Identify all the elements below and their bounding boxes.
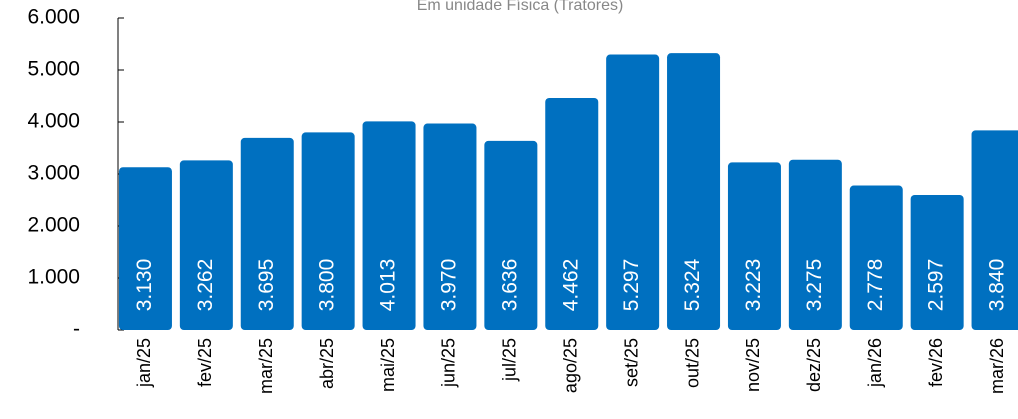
bar — [362, 121, 416, 330]
value-label: 3.130 — [133, 259, 156, 312]
y-tick-label: 3.000 — [27, 162, 80, 185]
x-tick-label: jan/26 — [865, 338, 885, 388]
x-tick-label: set/25 — [621, 338, 641, 387]
value-label: 5.297 — [620, 259, 643, 312]
value-label: 2.597 — [925, 259, 948, 312]
x-tick-label: jan/25 — [134, 338, 154, 388]
bar — [606, 54, 660, 330]
bar — [179, 160, 233, 330]
value-label: 3.275 — [803, 259, 826, 312]
y-tick-label: 5.000 — [27, 58, 80, 81]
x-tick-label: mai/25 — [378, 338, 398, 392]
y-tick-label: - — [73, 318, 80, 341]
value-label: 3.636 — [498, 259, 521, 312]
value-label: 4.013 — [377, 259, 400, 312]
x-tick-label: jul/25 — [500, 338, 520, 382]
bar — [484, 140, 538, 330]
value-label: 3.800 — [316, 259, 339, 312]
value-label: 3.840 — [986, 259, 1009, 312]
x-tick-label: ago/25 — [561, 338, 581, 393]
y-tick-label: 4.000 — [27, 110, 80, 133]
bar — [727, 162, 781, 330]
value-label: 3.970 — [437, 259, 460, 312]
value-label: 3.223 — [742, 259, 765, 312]
y-tick-label: 1.000 — [27, 266, 80, 289]
bar — [545, 97, 599, 330]
x-tick-label: jun/25 — [439, 338, 459, 388]
value-label: 4.462 — [559, 259, 582, 312]
x-tick-label: dez/25 — [804, 338, 824, 392]
x-tick-label: mar/25 — [256, 338, 276, 394]
bar — [667, 53, 721, 330]
value-label: 3.262 — [194, 259, 217, 312]
bar — [971, 130, 1018, 330]
chart-title: Em unidade Física (Tratores) — [417, 0, 624, 14]
y-tick-label: 6.000 — [27, 6, 80, 29]
x-tick-label: mar/26 — [987, 338, 1007, 394]
x-tick-label: abr/25 — [317, 338, 337, 389]
value-label: 5.324 — [681, 258, 704, 311]
bar — [423, 123, 477, 330]
x-tick-label: out/25 — [682, 338, 702, 388]
value-label: 3.695 — [255, 259, 278, 312]
bar — [240, 137, 294, 330]
bar — [849, 185, 903, 330]
y-tick-label: 2.000 — [27, 214, 80, 237]
x-tick-label: fev/25 — [195, 338, 215, 387]
x-tick-label: nov/25 — [743, 338, 763, 392]
bar — [910, 194, 964, 330]
bar — [301, 132, 355, 330]
value-label: 2.778 — [864, 259, 887, 312]
x-tick-label: fev/26 — [926, 338, 946, 387]
bar — [788, 159, 842, 330]
bar — [118, 167, 172, 330]
